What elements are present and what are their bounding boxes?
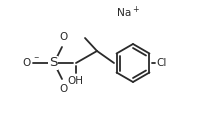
Text: −: − — [33, 55, 39, 61]
Text: O: O — [23, 58, 31, 68]
Text: Na: Na — [117, 8, 131, 18]
Text: Cl: Cl — [156, 58, 166, 68]
Text: O: O — [60, 32, 68, 42]
Text: O: O — [60, 84, 68, 94]
Text: +: + — [132, 6, 139, 15]
Text: S: S — [49, 56, 57, 70]
Text: OH: OH — [67, 76, 83, 86]
